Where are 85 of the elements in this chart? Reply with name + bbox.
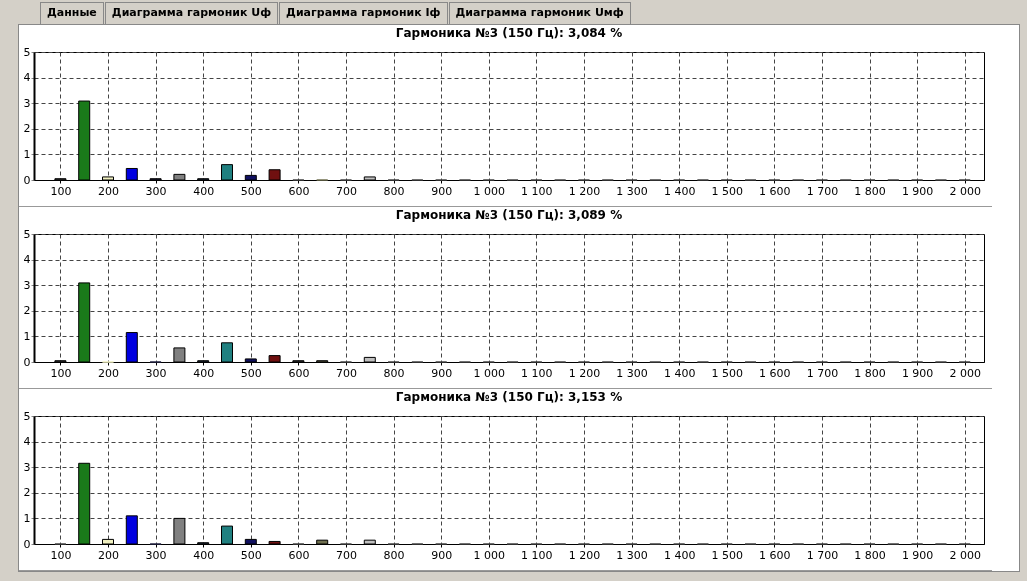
x-tick-label: 700 (335, 366, 357, 380)
x-tick-label: 1 100 (521, 366, 553, 380)
x-tick-label: 2 000 (949, 366, 981, 380)
y-tick-label: 4 (23, 71, 31, 85)
y-tick-label: 2 (23, 304, 31, 318)
chart-title: Гармоника №3 (150 Гц): 3,089 % (395, 208, 623, 222)
x-tick-label: 800 (383, 548, 405, 562)
chart-title: Гармоника №3 (150 Гц): 3,084 % (395, 26, 623, 40)
x-tick-label: 100 (50, 366, 72, 380)
x-tick-label: 1 300 (616, 366, 648, 380)
x-tick-label: 1 700 (806, 366, 839, 380)
x-tick-label: 1 000 (473, 366, 506, 380)
x-tick-label: 400 (193, 366, 215, 380)
x-tick-label: 600 (288, 366, 310, 380)
x-tick-label: 1 000 (473, 184, 506, 198)
x-tick-label: 1 200 (568, 548, 601, 562)
x-tick-label: 700 (335, 184, 357, 198)
x-tick-label: 400 (193, 548, 215, 562)
x-tick-label: 1 400 (663, 366, 696, 380)
x-tick-label: 1 500 (711, 184, 743, 198)
chart-title: Гармоника №3 (150 Гц): 3,153 % (395, 390, 623, 404)
x-tick-label: 100 (50, 184, 72, 198)
y-tick-label: 5 (23, 45, 31, 59)
x-tick-label: 1 100 (521, 184, 553, 198)
y-tick-label: 1 (23, 511, 31, 525)
x-tick-label: 2 000 (949, 548, 981, 562)
text: Диаграмма гармоник Uф (104, 2, 279, 24)
x-tick-label: 1 500 (711, 366, 743, 380)
x-tick-label: 1 800 (854, 184, 886, 198)
x-tick-label: 500 (240, 548, 262, 562)
x-tick-label: 1 800 (854, 548, 886, 562)
x-tick-label: 2 000 (949, 184, 981, 198)
y-tick-label: 0 (23, 355, 31, 369)
text: Данные (40, 2, 104, 24)
y-tick-label: 1 (23, 147, 31, 161)
y-tick-label: 3 (23, 96, 31, 110)
y-tick-label: 1 (23, 329, 31, 343)
x-tick-label: 1 900 (901, 184, 934, 198)
x-tick-label: 800 (383, 366, 405, 380)
x-tick-label: 500 (240, 366, 262, 380)
x-tick-label: 300 (145, 548, 167, 562)
x-tick-label: 1 600 (759, 548, 791, 562)
x-tick-label: 1 600 (759, 184, 791, 198)
x-tick-label: 600 (288, 548, 310, 562)
x-tick-label: 1 000 (473, 548, 506, 562)
x-tick-label: 900 (431, 548, 453, 562)
x-tick-label: 1 100 (521, 548, 553, 562)
x-tick-label: 1 200 (568, 184, 601, 198)
y-tick-label: 0 (23, 173, 31, 187)
x-tick-label: 1 400 (663, 548, 696, 562)
y-tick-label: 3 (23, 460, 31, 474)
y-tick-label: 3 (23, 278, 31, 292)
x-tick-label: 1 700 (806, 548, 839, 562)
x-tick-label: 300 (145, 184, 167, 198)
x-tick-label: 200 (98, 366, 120, 380)
y-tick-label: 2 (23, 122, 31, 136)
x-tick-label: 300 (145, 366, 167, 380)
text: Диаграмма гармоник Iф (279, 2, 448, 24)
x-tick-label: 400 (193, 184, 215, 198)
x-tick-label: 700 (335, 548, 357, 562)
x-tick-label: 1 300 (616, 184, 648, 198)
x-tick-label: 800 (383, 184, 405, 198)
x-tick-label: 200 (98, 184, 120, 198)
x-tick-label: 900 (431, 366, 453, 380)
x-tick-label: 1 600 (759, 366, 791, 380)
y-tick-label: 4 (23, 253, 31, 267)
x-tick-label: 1 900 (901, 366, 934, 380)
y-tick-label: 4 (23, 435, 31, 449)
y-tick-label: 2 (23, 486, 31, 500)
x-tick-label: 1 700 (806, 184, 839, 198)
x-tick-label: 1 800 (854, 366, 886, 380)
x-tick-label: 900 (431, 184, 453, 198)
x-tick-label: 600 (288, 184, 310, 198)
x-tick-label: 1 400 (663, 184, 696, 198)
x-tick-label: 1 200 (568, 366, 601, 380)
x-tick-label: 1 300 (616, 548, 648, 562)
text: Диаграмма гармоник Uмф (448, 2, 631, 24)
y-tick-label: 0 (23, 537, 31, 551)
x-tick-label: 500 (240, 184, 262, 198)
x-tick-label: 1 500 (711, 548, 743, 562)
y-tick-label: 5 (23, 409, 31, 423)
x-tick-label: 1 900 (901, 548, 934, 562)
x-tick-label: 200 (98, 548, 120, 562)
y-tick-label: 5 (23, 227, 31, 241)
x-tick-label: 100 (50, 548, 72, 562)
